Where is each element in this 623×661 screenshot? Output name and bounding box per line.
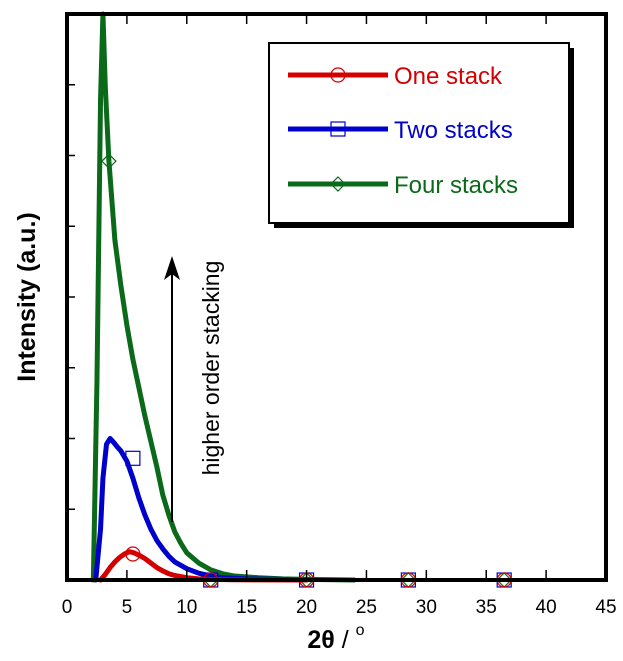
legend-label-1: Two stacks <box>394 117 513 144</box>
series-line-1 <box>93 436 310 583</box>
y-axis-title: Intensity (a.u.) <box>13 212 41 381</box>
x-tick-label-2: 10 <box>176 597 197 618</box>
x-axis-title-main: 2θ <box>307 626 334 654</box>
legend-items: One stack Two stacks Four stacks <box>288 63 518 199</box>
series-0-point-0 <box>125 546 141 562</box>
legend-marker-1 <box>330 121 346 137</box>
x-tick-label-3: 15 <box>236 597 257 618</box>
x-axis-title-separator: / <box>335 626 356 654</box>
legend-label-2: Four stacks <box>394 172 518 199</box>
annotation-arrow-head <box>164 256 180 280</box>
ticks-layer: 0 5 10 15 20 25 30 35 40 45 <box>62 13 617 618</box>
x-tick-label-8: 40 <box>536 597 557 618</box>
x-axis-title-unit: o <box>356 622 365 639</box>
x-tick-label-5: 25 <box>356 597 377 618</box>
x-tick-label-7: 35 <box>476 597 497 618</box>
stacking-annotation: higher order stacking <box>198 261 224 476</box>
legend: One stack Two stacks Four stacks <box>268 42 574 228</box>
series-1-point-0 <box>125 450 141 466</box>
series-1 <box>93 436 512 588</box>
x-tick-label-6: 30 <box>416 597 437 618</box>
series-2-point-0 <box>101 153 117 170</box>
legend-label-0: One stack <box>394 63 503 90</box>
x-tick-label-4: 20 <box>296 597 317 618</box>
x-tick-label-1: 5 <box>122 597 133 618</box>
legend-marker-0 <box>330 67 346 83</box>
x-tick-label-9: 45 <box>595 597 616 618</box>
legend-marker-2 <box>330 176 346 192</box>
series-line-2 <box>90 11 357 583</box>
x-axis-title: 2θ / o <box>307 622 364 654</box>
x-tick-label-0: 0 <box>62 597 73 618</box>
